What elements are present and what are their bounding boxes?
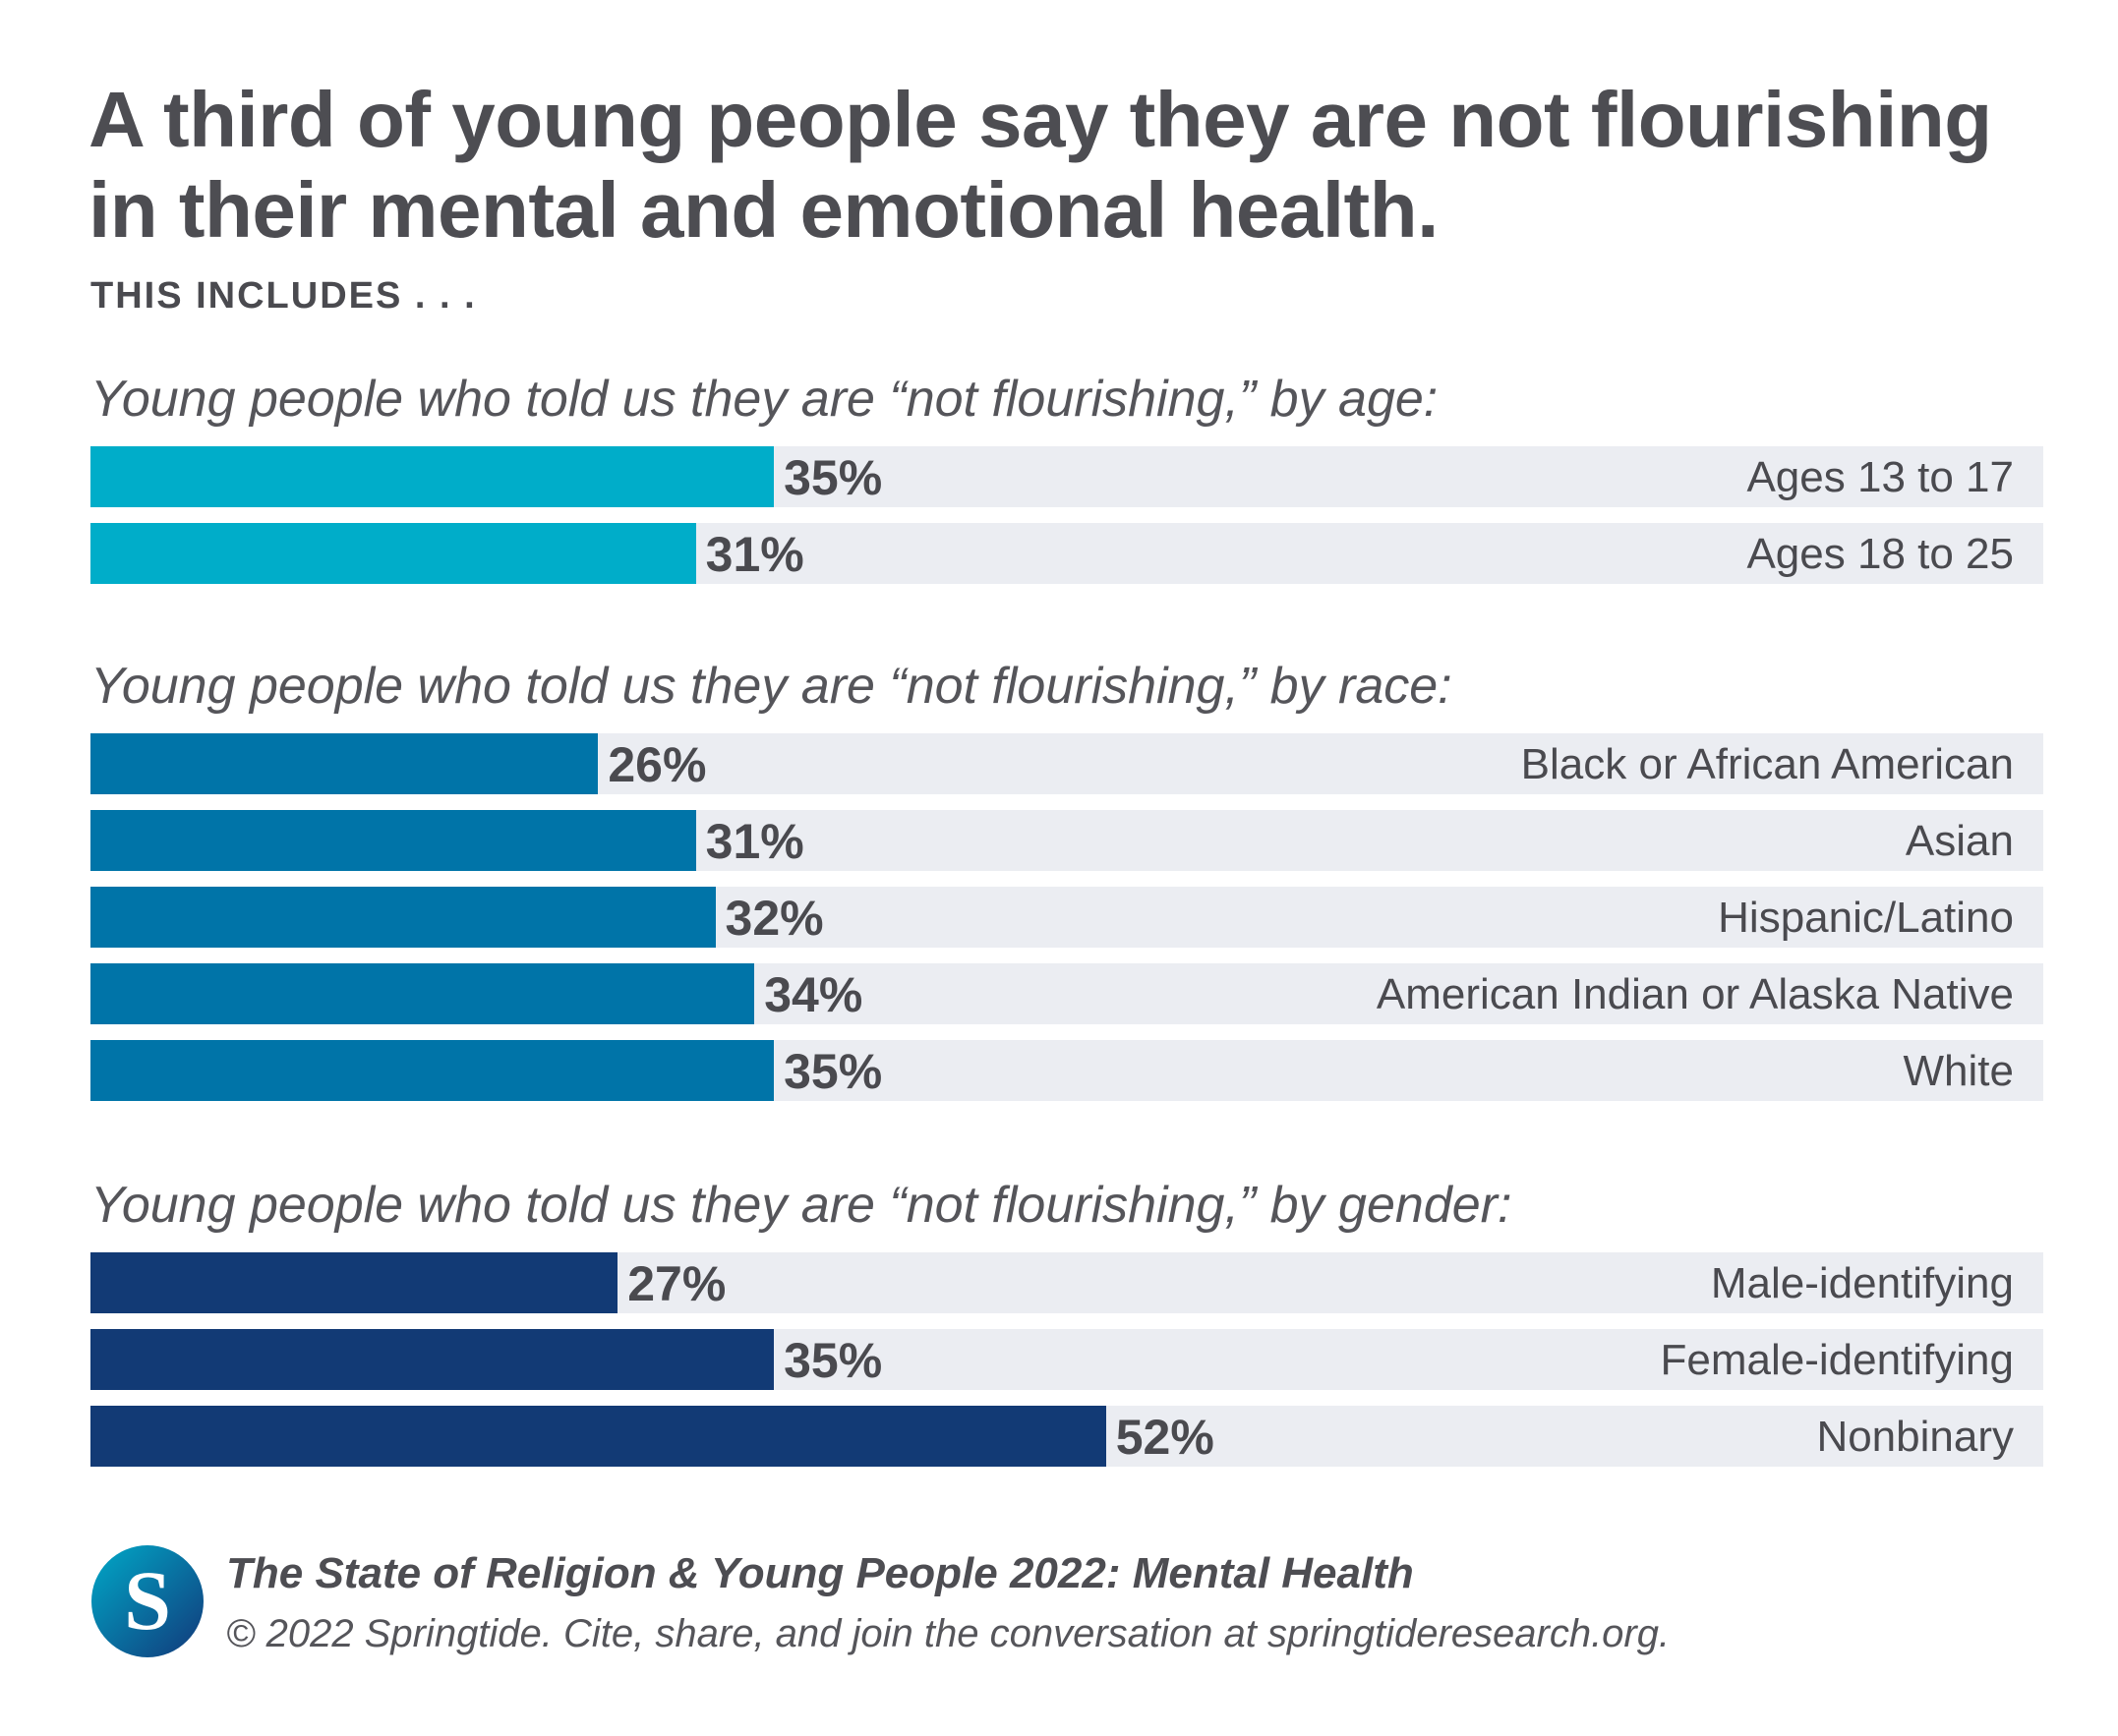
bar [90,733,599,794]
category-label: Ages 18 to 25 [1746,530,2014,578]
data-label: 35% [784,1044,883,1099]
bar-row: 31% Asian [90,810,2043,871]
data-label: 35% [784,450,883,505]
subtitle: THIS INCLUDES . . . [90,275,477,317]
category-label: Nonbinary [1816,1413,2014,1461]
data-label: 31% [705,814,804,869]
chart-title: A third of young people say they are not… [88,76,1992,254]
data-label: 52% [1115,1410,1214,1465]
category-label: Asian [1905,817,2014,865]
source-citation: The State of Religion & Young People 202… [226,1549,1414,1597]
gender-section-heading: Young people who told us they are “not f… [90,1177,1512,1234]
bar-row: 34% American Indian or Alaska Native [90,963,2043,1024]
bar [90,963,755,1024]
category-label: American Indian or Alaska Native [1376,970,2014,1018]
data-label: 35% [784,1333,883,1388]
bar [90,887,716,948]
data-label: 27% [627,1256,727,1311]
bar-row: 31% Ages 18 to 25 [90,523,2043,584]
bar-row: 35% Ages 13 to 17 [90,446,2043,507]
bar-row: 32% Hispanic/Latino [90,887,2043,948]
race-section-heading: Young people who told us they are “not f… [90,658,1452,715]
bar [90,523,696,584]
category-label: Female-identifying [1660,1336,2015,1384]
bar [90,810,696,871]
bar [90,1252,618,1313]
bar [90,1406,1106,1467]
category-label: Male-identifying [1710,1259,2014,1307]
bar-row: 35% Female-identifying [90,1329,2043,1390]
logo-letter: S [124,1553,171,1648]
bar [90,1040,775,1101]
category-label: Black or African American [1520,740,2014,788]
copyright-notice: © 2022 Springtide. Cite, share, and join… [226,1612,1671,1655]
category-label: Ages 13 to 17 [1746,453,2014,501]
bar [90,446,775,507]
age-section-heading: Young people who told us they are “not f… [90,371,1439,428]
bar [90,1329,775,1390]
bar-row: 35% White [90,1040,2043,1101]
category-label: Hispanic/Latino [1718,894,2014,942]
bar-row: 27% Male-identifying [90,1252,2043,1313]
data-label: 26% [608,737,707,792]
category-label: White [1903,1047,2014,1095]
springtide-logo: S [91,1545,204,1657]
data-label: 31% [705,527,804,582]
data-label: 32% [725,891,824,946]
data-label: 34% [764,967,863,1022]
bar-row: 26% Black or African American [90,733,2043,794]
bar-row: 52% Nonbinary [90,1406,2043,1467]
